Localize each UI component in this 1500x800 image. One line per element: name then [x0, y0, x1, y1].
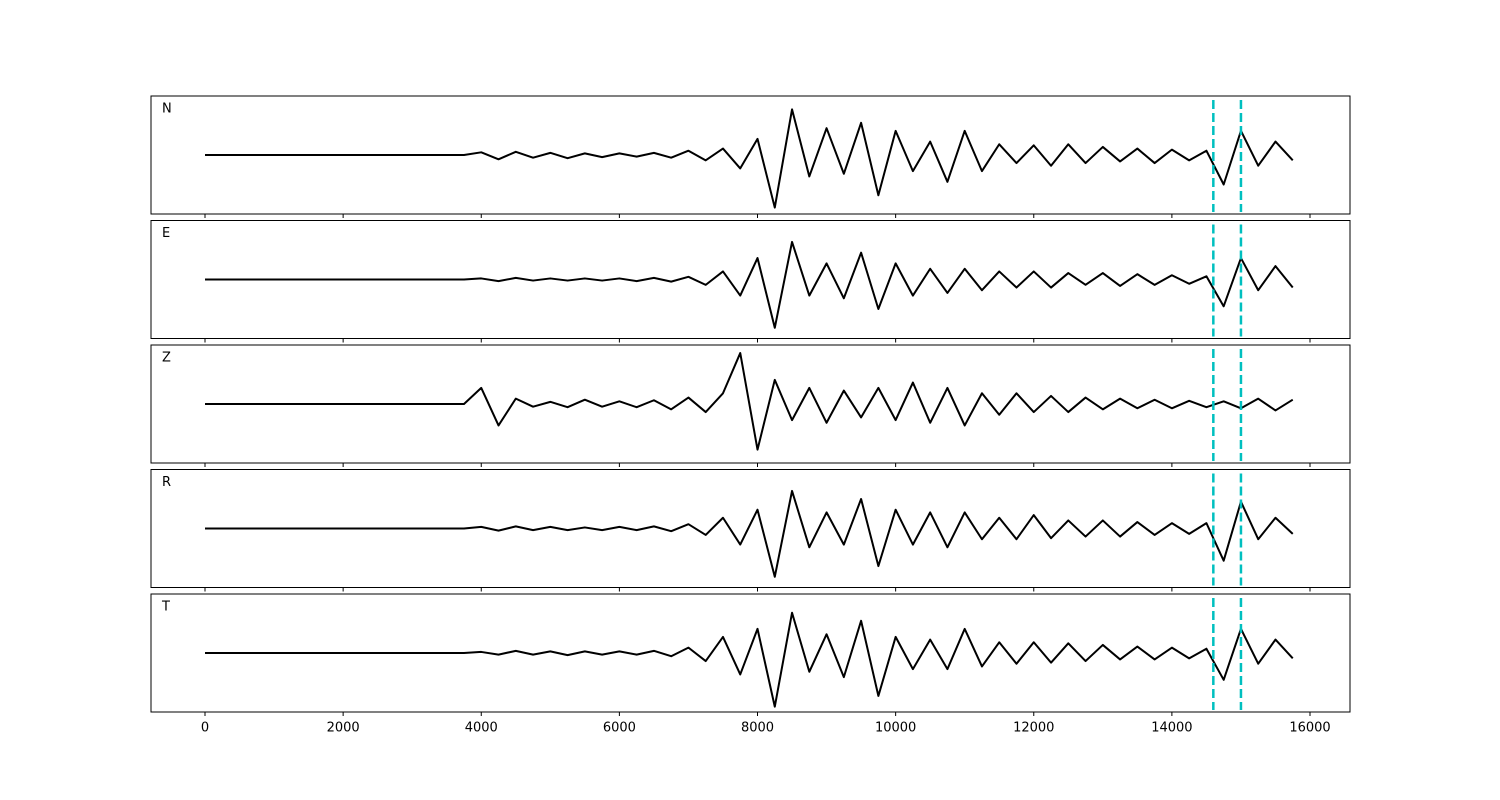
panel-frame — [150, 95, 1351, 215]
x-tick-label: 8000 — [741, 721, 774, 736]
panel-label: R — [162, 475, 171, 490]
trace-line — [205, 108, 1294, 209]
x-tick-label: 0 — [201, 721, 209, 736]
x-tick-label: 6000 — [603, 721, 636, 736]
panel-frame — [150, 593, 1351, 713]
trace-line — [205, 489, 1294, 578]
panel-label: E — [162, 226, 170, 241]
x-tick-label: 14000 — [1151, 721, 1192, 736]
trace-line — [205, 240, 1294, 329]
panel-frame — [150, 344, 1351, 464]
x-tick-label: 10000 — [875, 721, 916, 736]
x-tick-label: 16000 — [1289, 721, 1330, 736]
x-tick-label: 12000 — [1013, 721, 1054, 736]
panel-frame — [150, 220, 1351, 339]
panel-label: Z — [162, 351, 171, 366]
panel-label: T — [161, 600, 170, 615]
x-tick-label: 2000 — [327, 721, 360, 736]
trace-line — [205, 611, 1294, 708]
panel-label: N — [162, 102, 172, 117]
trace-line — [205, 352, 1294, 451]
x-tick-label: 4000 — [465, 721, 498, 736]
panel-frame — [150, 469, 1351, 588]
